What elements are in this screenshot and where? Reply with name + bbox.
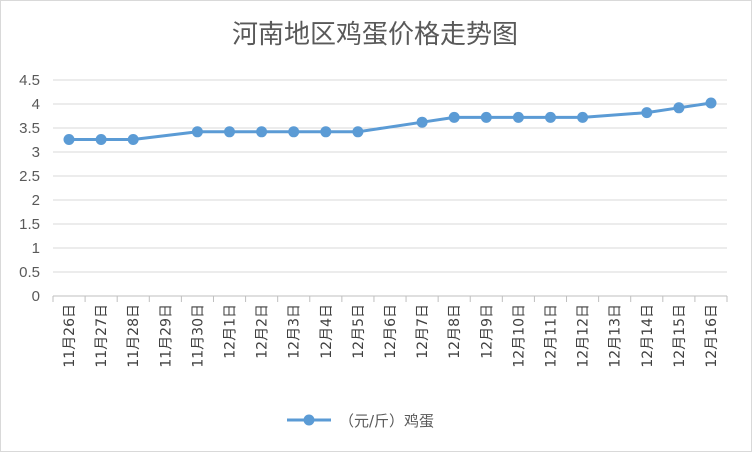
x-tick-label: 12月1日 [223, 304, 239, 359]
y-tick-label: 0 [32, 288, 40, 305]
data-point [641, 107, 653, 119]
x-tick-label: 12月6日 [383, 304, 399, 359]
y-axis-ticks: 0 0.5 1 1.5 2 2.5 3 3.5 4 4.5 [19, 72, 40, 305]
data-point [480, 111, 492, 123]
x-tick-label: 12月10日 [511, 304, 527, 368]
data-point [416, 116, 428, 128]
y-tick-label: 2 [32, 192, 40, 209]
x-tick-label: 12月14日 [640, 304, 656, 368]
data-point [127, 134, 139, 145]
x-axis [52, 295, 728, 302]
x-tick-label: 12月4日 [319, 304, 335, 359]
data-point [352, 126, 364, 138]
y-tick-label: 2.5 [19, 168, 40, 185]
data-point [705, 97, 717, 109]
gridlines [53, 79, 727, 273]
x-tick-label: 12月5日 [351, 304, 367, 359]
y-tick-label: 4.5 [19, 72, 40, 89]
y-tick-label: 4 [32, 96, 40, 113]
y-tick-label: 3 [32, 144, 40, 161]
y-tick-label: 3.5 [19, 120, 40, 137]
data-point [448, 111, 460, 123]
data-point [224, 126, 235, 138]
x-tick-label: 11月28日 [126, 304, 142, 368]
x-tick-label: 12月15日 [672, 304, 688, 368]
y-tick-label: 1 [32, 240, 40, 257]
x-tick-label: 12月3日 [287, 304, 303, 359]
x-axis-ticks: 11月26日 11月27日 11月28日 11月29日 11月30日 12月1日 12月2日… [62, 304, 720, 368]
data-point [320, 126, 332, 138]
data-point [673, 102, 685, 114]
x-tick-label: 11月27日 [94, 304, 110, 368]
x-tick-label: 11月26日 [62, 304, 78, 368]
data-point [191, 126, 203, 138]
y-tick-label: 0.5 [19, 264, 40, 281]
legend: （元/斤）鸡蛋 [287, 412, 434, 430]
data-point [95, 134, 107, 145]
x-tick-label: 12月16日 [704, 304, 720, 368]
data-point [63, 134, 75, 145]
data-point [256, 126, 268, 138]
series-group [63, 97, 717, 145]
chart-title: 河南地区鸡蛋价格走势图 [231, 20, 518, 50]
data-point [545, 111, 556, 123]
x-tick-label: 12月11日 [543, 304, 559, 368]
data-point [288, 126, 300, 138]
legend-point-marker [303, 414, 315, 426]
legend-entry: （元/斤）鸡蛋 [339, 412, 434, 430]
data-point [512, 111, 524, 123]
x-tick-label: 12月13日 [608, 304, 624, 368]
x-tick-label: 12月8日 [447, 304, 463, 359]
data-point [577, 111, 589, 123]
x-tick-label: 12月9日 [479, 304, 495, 359]
series-line [69, 101, 712, 141]
x-tick-label: 12月7日 [415, 304, 431, 359]
x-tick-label: 11月29日 [158, 304, 174, 368]
y-tick-label: 1.5 [19, 216, 40, 233]
x-tick-label: 11月30日 [190, 304, 206, 368]
x-tick-label: 12月2日 [255, 304, 271, 359]
x-tick-label: 12月12日 [576, 304, 592, 368]
